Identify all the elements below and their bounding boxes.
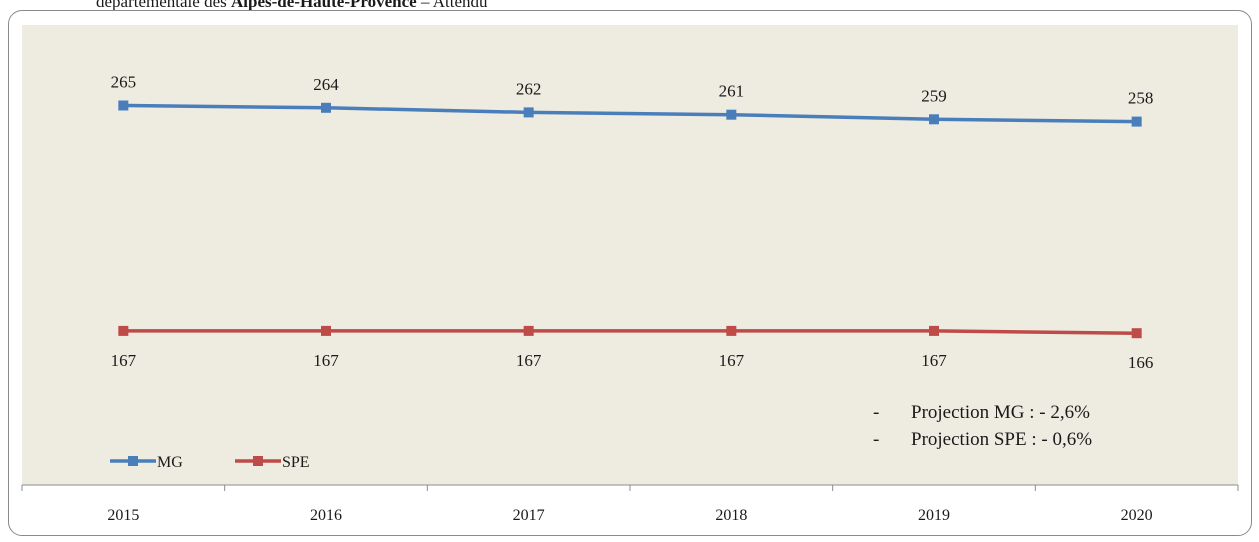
data-point-spe bbox=[929, 325, 939, 336]
x-tick-label: 2019 bbox=[918, 507, 950, 524]
note-text: Projection MG : - 2,6% bbox=[911, 402, 1090, 423]
caption-bold: Alpes-de-Haute-Provence bbox=[231, 0, 417, 11]
x-tick-label: 2018 bbox=[715, 507, 747, 524]
data-point-spe bbox=[523, 325, 534, 336]
data-point-mg bbox=[929, 114, 939, 125]
data-point-mg bbox=[1131, 116, 1142, 127]
note-dash: - bbox=[873, 429, 879, 450]
data-label-spe: 167 bbox=[719, 351, 745, 370]
data-point-mg bbox=[321, 102, 331, 113]
data-label-mg: 264 bbox=[313, 75, 339, 94]
data-point-spe bbox=[1131, 328, 1142, 339]
legend-label-spe: SPE bbox=[282, 454, 310, 471]
data-label-mg: 258 bbox=[1128, 89, 1154, 108]
data-label-mg: 261 bbox=[719, 82, 745, 101]
data-label-spe: 167 bbox=[111, 351, 137, 370]
data-label-spe: 166 bbox=[1128, 353, 1154, 372]
data-point-mg bbox=[726, 109, 737, 120]
legend-marker-spe bbox=[253, 456, 263, 466]
data-point-spe bbox=[321, 325, 331, 336]
chart-caption: départementale des Alpes-de-Haute-Proven… bbox=[96, 0, 488, 12]
series-line-spe bbox=[123, 329, 1137, 335]
data-label-spe: 167 bbox=[313, 351, 339, 370]
data-label-spe: 167 bbox=[921, 351, 947, 370]
data-point-mg bbox=[523, 107, 534, 118]
data-point-spe bbox=[118, 325, 129, 336]
data-label-mg: 259 bbox=[921, 86, 947, 105]
data-label-mg: 265 bbox=[111, 73, 137, 92]
data-label-mg: 262 bbox=[516, 79, 542, 98]
x-tick-label: 2020 bbox=[1121, 507, 1153, 524]
projection-notes: - Projection MG : - 2,6% - Projection SPE :… bbox=[873, 402, 1092, 450]
x-tick-label: 2015 bbox=[107, 507, 139, 524]
x-tick-label: 2017 bbox=[513, 507, 545, 524]
plot-area bbox=[22, 25, 1238, 485]
data-point-mg bbox=[118, 100, 129, 111]
data-label-spe: 167 bbox=[516, 351, 542, 370]
series-line-mg bbox=[123, 103, 1137, 124]
note-dash: - bbox=[873, 402, 879, 423]
legend: MG SPE bbox=[110, 454, 310, 471]
data-point-spe bbox=[726, 325, 737, 336]
legend-marker-mg bbox=[128, 456, 138, 466]
note-text: Projection SPE : - 0,6% bbox=[911, 429, 1092, 450]
legend-label-mg: MG bbox=[157, 454, 183, 471]
x-tick-label: 2016 bbox=[310, 507, 342, 524]
